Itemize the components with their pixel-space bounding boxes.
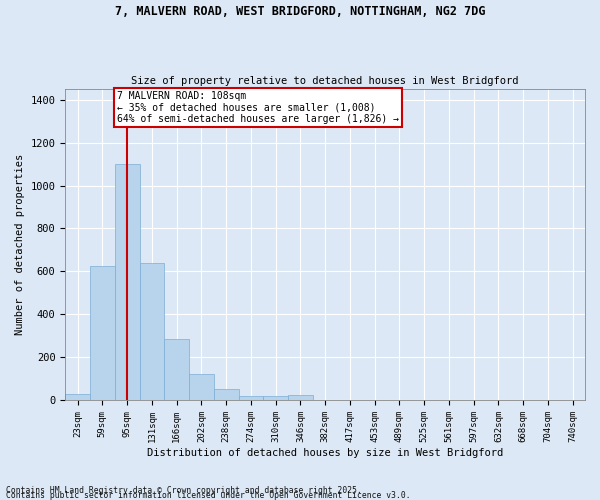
Text: Contains public sector information licensed under the Open Government Licence v3: Contains public sector information licen…: [6, 491, 410, 500]
Text: 7 MALVERN ROAD: 108sqm
← 35% of detached houses are smaller (1,008)
64% of semi-: 7 MALVERN ROAD: 108sqm ← 35% of detached…: [117, 91, 399, 124]
Bar: [140, 262, 164, 400]
Text: 7, MALVERN ROAD, WEST BRIDGFORD, NOTTINGHAM, NG2 7DG: 7, MALVERN ROAD, WEST BRIDGFORD, NOTTING…: [115, 5, 485, 18]
Bar: [189, 374, 214, 400]
Bar: [214, 390, 239, 400]
Bar: [115, 164, 140, 400]
Bar: [239, 396, 263, 400]
Bar: [263, 396, 288, 400]
Bar: [65, 394, 90, 400]
Y-axis label: Number of detached properties: Number of detached properties: [15, 154, 25, 335]
Text: Contains HM Land Registry data © Crown copyright and database right 2025.: Contains HM Land Registry data © Crown c…: [6, 486, 362, 495]
Title: Size of property relative to detached houses in West Bridgford: Size of property relative to detached ho…: [131, 76, 519, 86]
Bar: [164, 339, 189, 400]
Bar: [90, 266, 115, 400]
X-axis label: Distribution of detached houses by size in West Bridgford: Distribution of detached houses by size …: [147, 448, 503, 458]
Bar: [288, 394, 313, 400]
